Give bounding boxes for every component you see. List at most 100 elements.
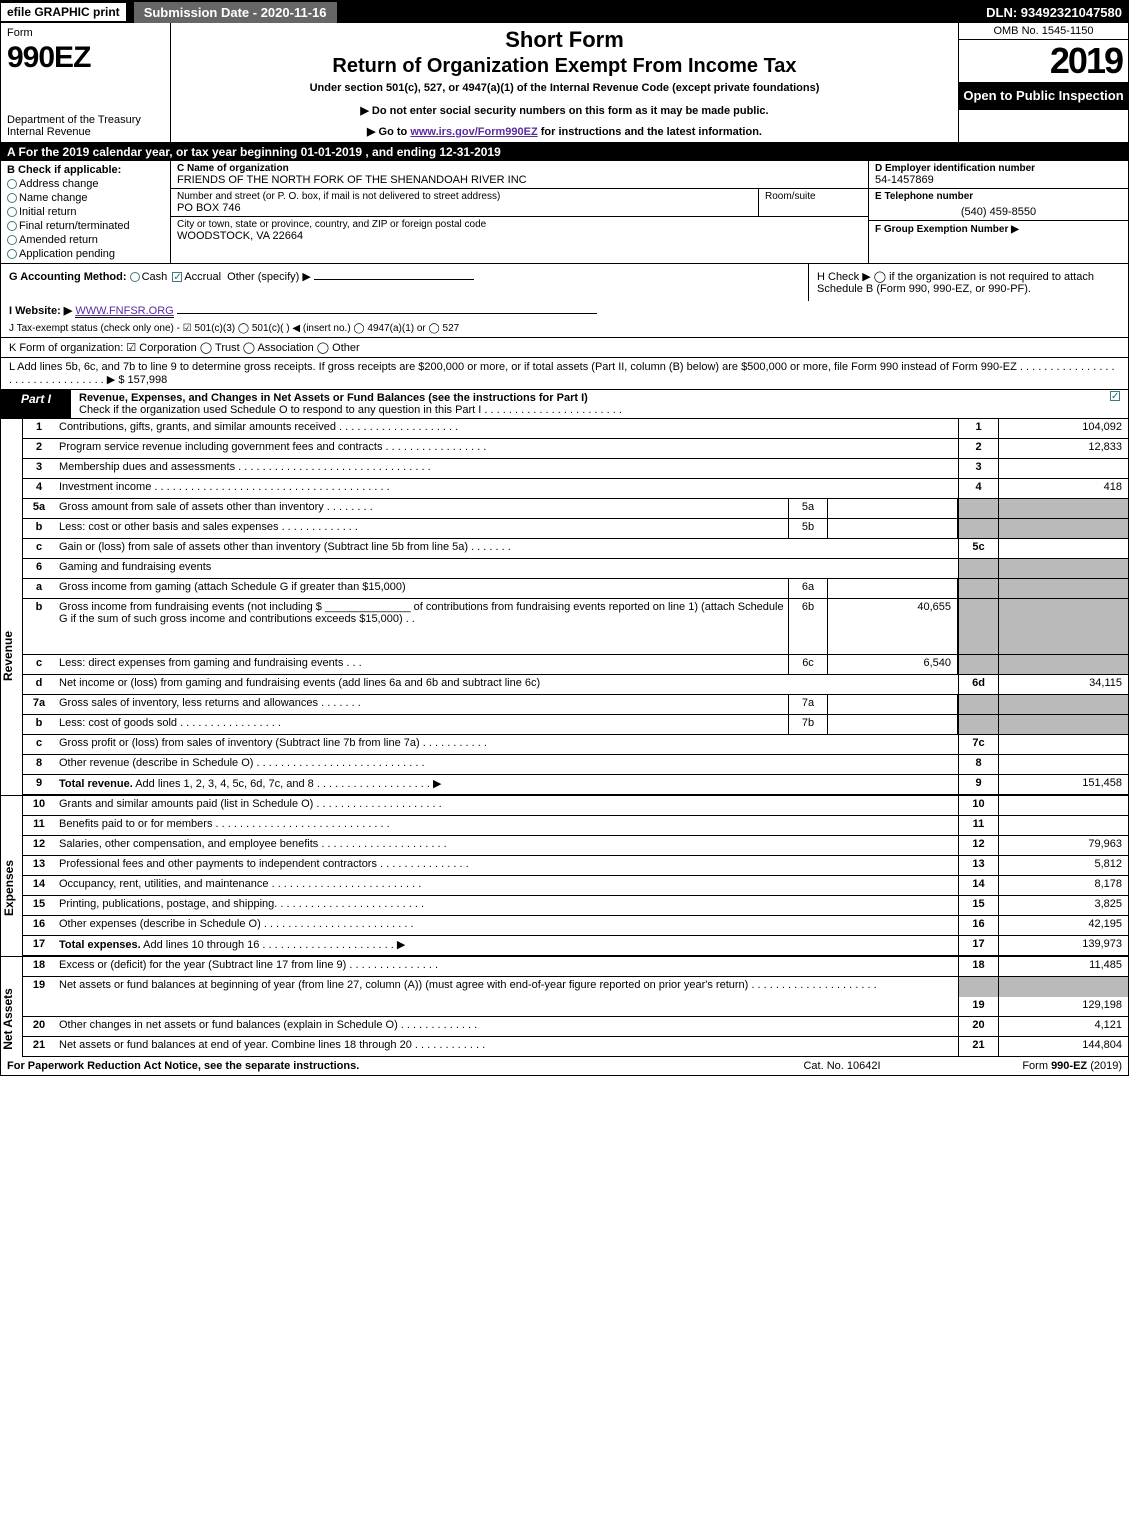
right-line-number — [958, 499, 998, 518]
b-item-1: Name change — [19, 192, 88, 204]
line-number: 18 — [23, 957, 55, 976]
addr-value: PO BOX 746 — [177, 202, 752, 214]
line-desc: Net income or (loss) from gaming and fun… — [55, 675, 958, 694]
netassets-vtab: Net Assets — [1, 957, 23, 1057]
header-left: Form 990EZ Department of the Treasury In… — [1, 23, 171, 142]
line-desc: Excess or (deficit) for the year (Subtra… — [55, 957, 958, 976]
header-right: OMB No. 1545-1150 2019 Open to Public In… — [958, 23, 1128, 142]
right-line-value — [998, 519, 1128, 538]
table-row: 20Other changes in net assets or fund ba… — [23, 1017, 1128, 1037]
right-line-value: 418 — [998, 479, 1128, 498]
line-desc: Other expenses (describe in Schedule O) … — [55, 916, 958, 935]
line-desc: Gaming and fundraising events — [55, 559, 958, 578]
chk-address-change[interactable] — [7, 179, 17, 189]
expenses-section: Expenses 10Grants and similar amounts pa… — [1, 795, 1128, 956]
table-row: 16Other expenses (describe in Schedule O… — [23, 916, 1128, 936]
right-line-value — [998, 459, 1128, 478]
table-row: 10Grants and similar amounts paid (list … — [23, 796, 1128, 816]
line-desc: Gain or (loss) from sale of assets other… — [55, 539, 958, 558]
right-line-number: 19 — [958, 997, 998, 1016]
l-gross-receipts: L Add lines 5b, 6c, and 7b to line 9 to … — [1, 358, 1128, 390]
table-row: 15Printing, publications, postage, and s… — [23, 896, 1128, 916]
b-label: B Check if applicable: — [7, 164, 164, 176]
subline-number: 6b — [788, 599, 828, 654]
table-row: 5aGross amount from sale of assets other… — [23, 499, 1128, 519]
right-line-number: 21 — [958, 1037, 998, 1056]
right-line-value: 151,458 — [998, 775, 1128, 794]
subline-number: 7a — [788, 695, 828, 714]
subline-number: 7b — [788, 715, 828, 734]
line-number: 12 — [23, 836, 55, 855]
e-label: E Telephone number — [875, 191, 1122, 202]
right-line-number: 17 — [958, 936, 998, 955]
line-desc: Other changes in net assets or fund bala… — [55, 1017, 958, 1036]
table-row: bGross income from fundraising events (n… — [23, 599, 1128, 655]
right-line-value: 139,973 — [998, 936, 1128, 955]
chk-amended[interactable] — [7, 235, 17, 245]
line-number: 17 — [23, 936, 55, 955]
chk-accrual[interactable] — [172, 272, 182, 282]
irs-link[interactable]: www.irs.gov/Form990EZ — [410, 126, 537, 138]
line-desc: Contributions, gifts, grants, and simila… — [55, 419, 958, 438]
right-line-number: 6d — [958, 675, 998, 694]
line-desc: Gross profit or (loss) from sales of inv… — [55, 735, 958, 754]
right-line-number: 12 — [958, 836, 998, 855]
city-label: City or town, state or province, country… — [177, 219, 862, 230]
netassets-label: Net Assets — [1, 988, 15, 1050]
right-line-value: 3,825 — [998, 896, 1128, 915]
website-link[interactable]: WWW.FNFSR.ORG — [75, 305, 173, 318]
chk-cash[interactable] — [130, 272, 140, 282]
efile-print-label[interactable]: efile GRAPHIC print — [1, 3, 126, 21]
line-desc: Gross income from fundraising events (no… — [55, 599, 788, 654]
submission-date: Submission Date - 2020-11-16 — [134, 2, 337, 23]
line-number: 7a — [23, 695, 55, 714]
g-h-block: G Accounting Method: Cash Accrual Other … — [1, 264, 1128, 301]
line-number: 16 — [23, 916, 55, 935]
line-number: d — [23, 675, 55, 694]
table-row: 19Net assets or fund balances at beginni… — [23, 977, 1128, 997]
dept-treasury: Department of the Treasury Internal Reve… — [7, 114, 164, 138]
dln-number: DLN: 93492321047580 — [986, 5, 1128, 20]
i-label: I Website: ▶ — [9, 305, 72, 317]
form-page: efile GRAPHIC print Submission Date - 20… — [0, 0, 1129, 1076]
line-desc: Benefits paid to or for members . . . . … — [55, 816, 958, 835]
chk-final-return[interactable] — [7, 221, 17, 231]
b-item-3: Final return/terminated — [19, 220, 130, 232]
footer-catno: Cat. No. 10642I — [742, 1060, 942, 1072]
line-number: 5a — [23, 499, 55, 518]
d-label: D Employer identification number — [875, 163, 1122, 174]
right-line-number: 7c — [958, 735, 998, 754]
line-desc: Less: cost or other basis and sales expe… — [55, 519, 788, 538]
table-row: 13Professional fees and other payments t… — [23, 856, 1128, 876]
right-line-number — [958, 695, 998, 714]
table-row: 1Contributions, gifts, grants, and simil… — [23, 419, 1128, 439]
table-row: cLess: direct expenses from gaming and f… — [23, 655, 1128, 675]
right-line-number: 18 — [958, 957, 998, 976]
part-i-checkbox[interactable] — [1110, 391, 1120, 401]
subline-value: 40,655 — [828, 599, 958, 654]
chk-initial-return[interactable] — [7, 207, 17, 217]
chk-name-change[interactable] — [7, 193, 17, 203]
part-i-header: Part I Revenue, Expenses, and Changes in… — [1, 390, 1128, 419]
line-number: a — [23, 579, 55, 598]
chk-application-pending[interactable] — [7, 249, 17, 259]
subline-value — [828, 715, 958, 734]
right-line-value: 144,804 — [998, 1037, 1128, 1056]
line-number: 14 — [23, 876, 55, 895]
line-number: 10 — [23, 796, 55, 815]
k-form-org: K Form of organization: ☑ Corporation ◯ … — [1, 338, 1128, 358]
table-row: bLess: cost of goods sold . . . . . . . … — [23, 715, 1128, 735]
return-title: Return of Organization Exempt From Incom… — [179, 55, 950, 78]
line-number: 13 — [23, 856, 55, 875]
form-number: 990EZ — [7, 41, 164, 75]
right-line-number — [958, 977, 998, 997]
right-line-number: 9 — [958, 775, 998, 794]
subline-value — [828, 695, 958, 714]
right-line-value: 79,963 — [998, 836, 1128, 855]
line-number: b — [23, 519, 55, 538]
line-desc: Grants and similar amounts paid (list in… — [55, 796, 958, 815]
right-line-value: 104,092 — [998, 419, 1128, 438]
right-line-number: 3 — [958, 459, 998, 478]
right-line-number — [958, 519, 998, 538]
right-line-value — [998, 816, 1128, 835]
